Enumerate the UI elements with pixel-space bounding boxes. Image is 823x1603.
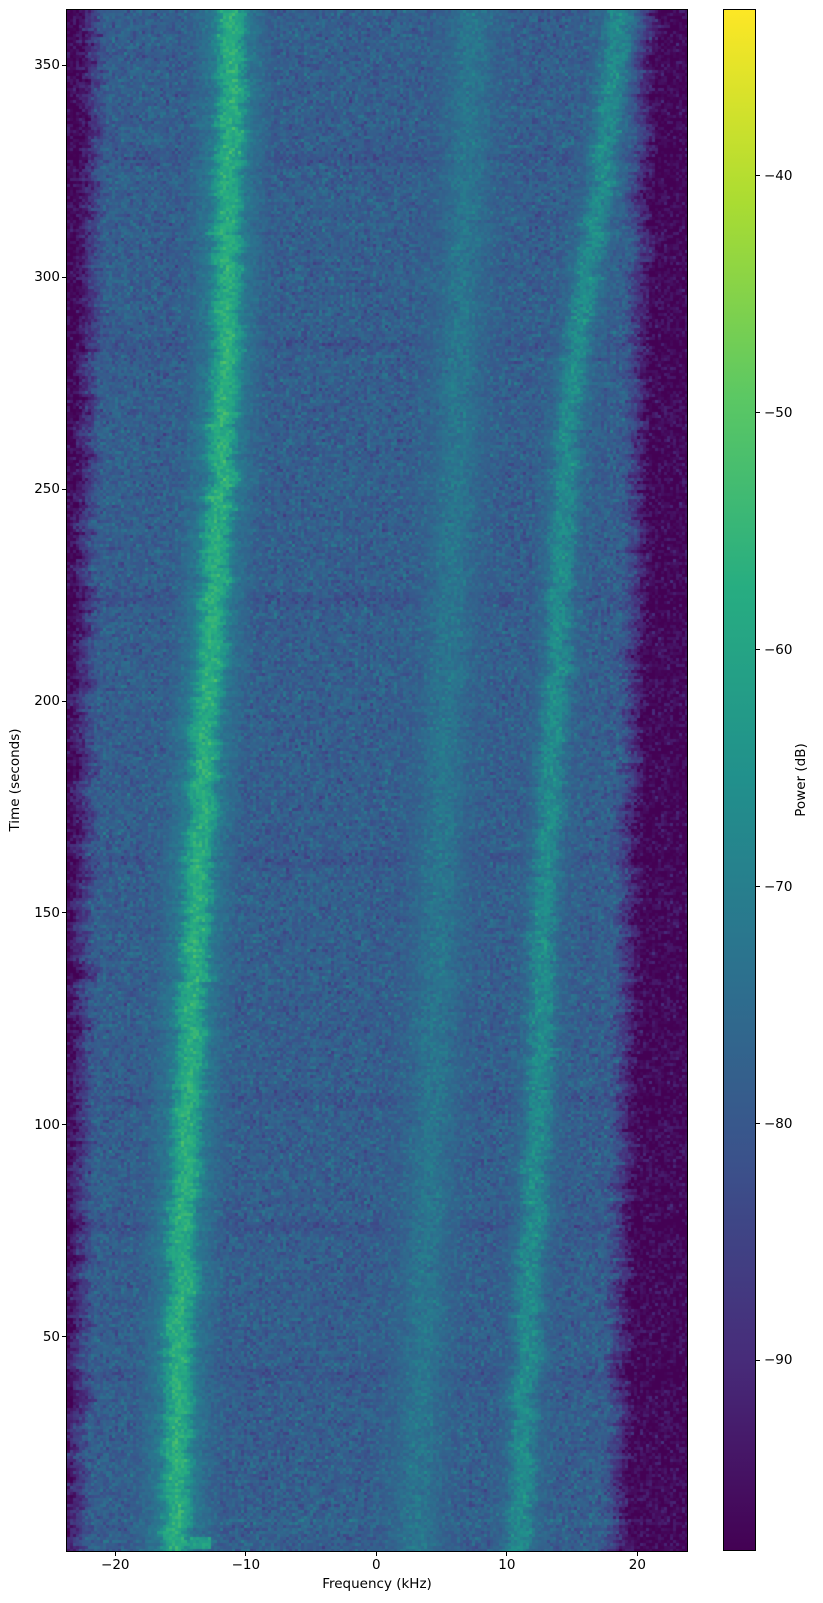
- x-tick-mark: [636, 1552, 638, 1556]
- y-tick-mark: [62, 912, 66, 914]
- y-tick-mark: [62, 1124, 66, 1126]
- colorbar-tick-label: −90: [764, 1352, 793, 1369]
- colorbar-tick-mark: [756, 1359, 760, 1361]
- x-tick-mark: [506, 1552, 508, 1556]
- x-tick-label: 0: [372, 1557, 381, 1573]
- colorbar-tick-label: −60: [764, 641, 793, 658]
- colorbar-tick-label: −70: [764, 878, 793, 895]
- colorbar-tick-mark: [756, 1123, 760, 1125]
- spectrogram-heatmap: [67, 10, 687, 1551]
- colorbar-tick-mark: [756, 649, 760, 651]
- y-tick-mark: [62, 700, 66, 702]
- colorbar-label: Power (dB): [793, 743, 809, 817]
- y-tick-mark: [62, 276, 66, 278]
- x-tick-label: −10: [231, 1557, 261, 1573]
- colorbar-tick-mark: [756, 886, 760, 888]
- y-tick-label: 200: [34, 693, 60, 709]
- colorbar-tick-mark: [756, 175, 760, 177]
- x-tick-label: 10: [498, 1557, 516, 1573]
- y-tick-mark: [62, 1336, 66, 1338]
- x-tick-label: 20: [628, 1557, 646, 1573]
- y-tick-label: 250: [34, 481, 60, 498]
- y-tick-label: 350: [34, 57, 60, 74]
- colorbar-tick-label: −50: [764, 404, 793, 421]
- y-tick-mark: [62, 488, 66, 490]
- colorbar-tick-mark: [756, 412, 760, 414]
- y-tick-label: 300: [34, 269, 60, 286]
- colorbar-tick-label: −80: [764, 1115, 793, 1132]
- y-tick-label: 150: [34, 904, 60, 921]
- x-axis-label: Frequency (kHz): [322, 1576, 432, 1592]
- y-tick-label: 100: [34, 1116, 60, 1133]
- x-tick-mark: [114, 1552, 116, 1556]
- x-tick-mark: [245, 1552, 247, 1556]
- plot-frame: [66, 9, 688, 1552]
- x-tick-mark: [375, 1552, 377, 1556]
- y-axis-label: Time (seconds): [7, 728, 23, 832]
- colorbar-tick-label: −40: [764, 167, 793, 184]
- y-tick-label: 50: [42, 1328, 60, 1345]
- colorbar: [723, 9, 756, 1551]
- y-tick-mark: [62, 64, 66, 66]
- x-tick-label: −20: [101, 1557, 130, 1573]
